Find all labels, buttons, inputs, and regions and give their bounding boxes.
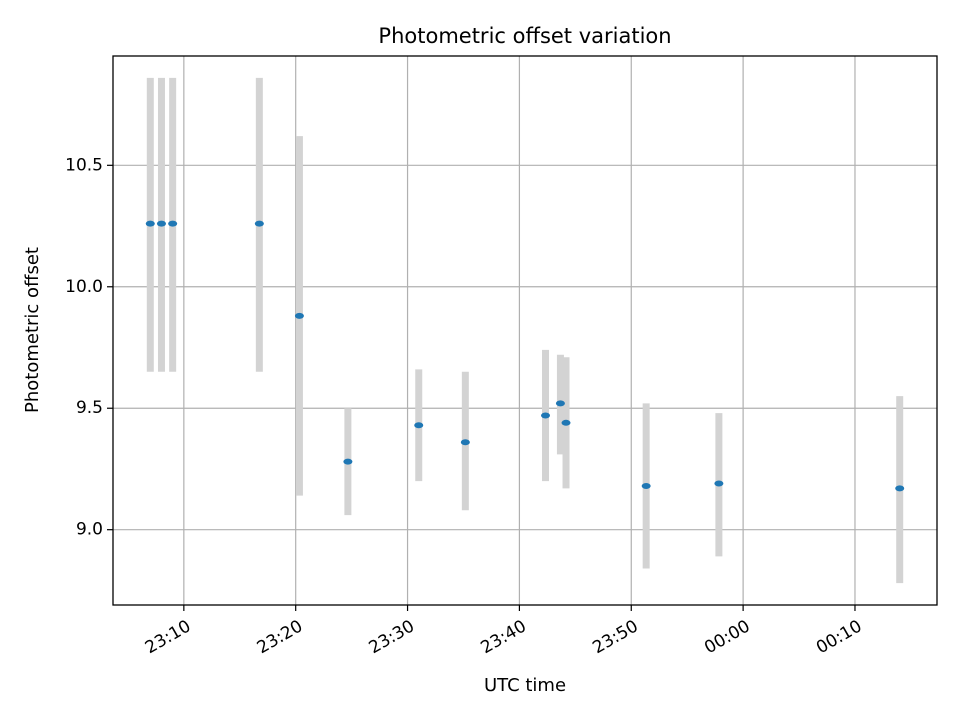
- data-point: [460, 439, 470, 446]
- data-point: [294, 312, 304, 319]
- x-axis-label: UTC time: [484, 675, 566, 696]
- chart-title: Photometric offset variation: [378, 24, 671, 48]
- y-tick-label: 10.5: [65, 155, 103, 175]
- data-point: [714, 480, 724, 487]
- data-point: [254, 220, 264, 227]
- data-points: [145, 220, 905, 492]
- plot-area-frame: [112, 55, 938, 606]
- data-point: [145, 220, 155, 227]
- data-point: [414, 422, 424, 429]
- data-point: [168, 220, 178, 227]
- data-point: [561, 419, 571, 426]
- grid: [113, 56, 937, 605]
- data-point: [555, 400, 565, 407]
- y-tick-label: 10.0: [65, 277, 103, 297]
- y-tick-label: 9.0: [76, 520, 103, 540]
- y-axis-ticks: 9.0 9.5 10.0 10.5: [65, 155, 113, 540]
- data-point: [641, 482, 651, 489]
- data-point: [541, 412, 551, 419]
- y-axis-label: Photometric offset: [22, 247, 43, 413]
- y-tick-label: 9.5: [76, 398, 103, 418]
- data-point: [343, 458, 353, 465]
- data-point: [895, 485, 905, 492]
- data-point: [156, 220, 166, 227]
